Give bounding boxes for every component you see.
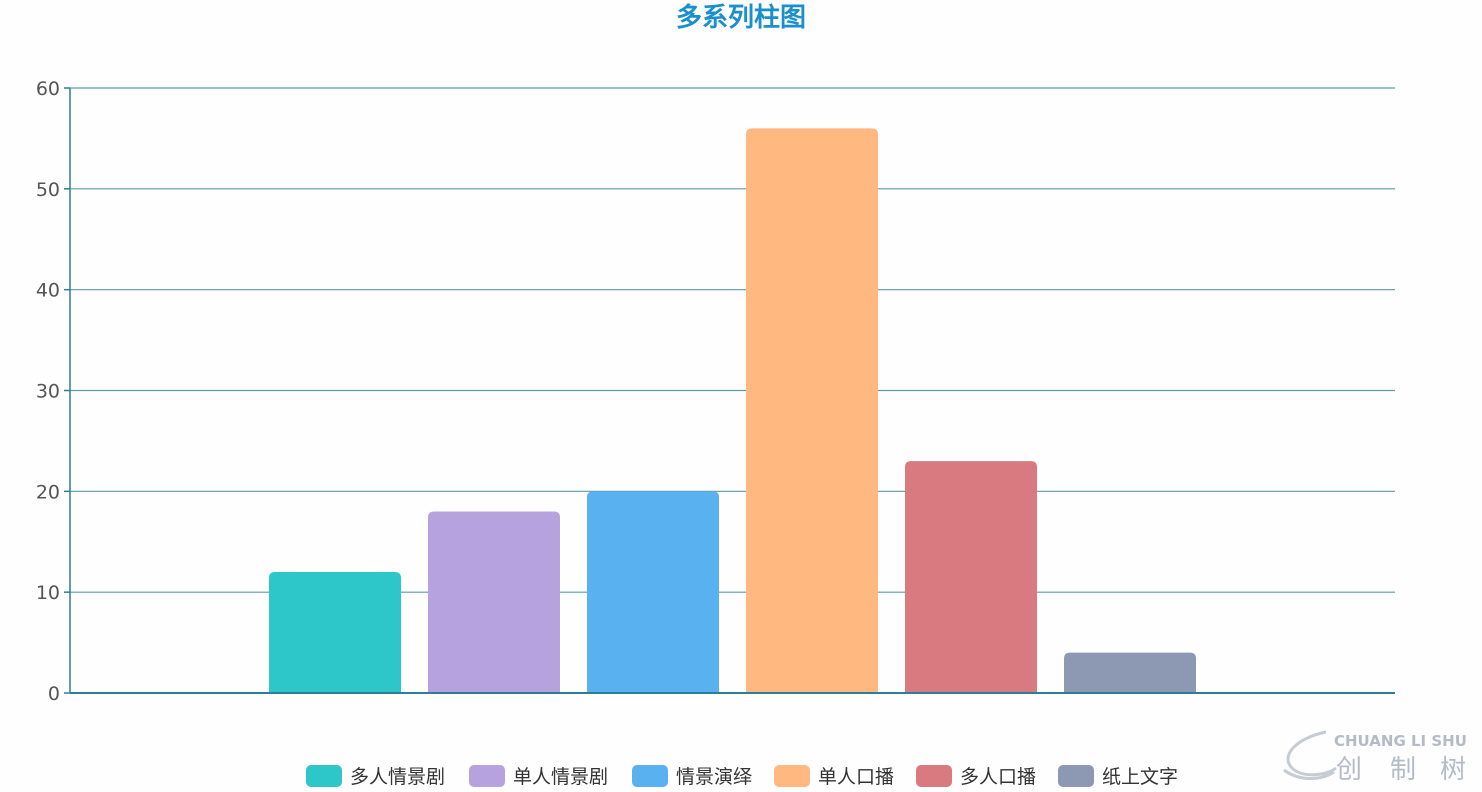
legend-swatch[interactable] (774, 765, 810, 787)
legend[interactable]: 多人情景剧 单人情景剧 情景演绎 单人口播 多人口播 纸上文字 (306, 765, 1178, 788)
legend-swatch[interactable] (632, 765, 668, 787)
y-tick-label: 40 (36, 280, 60, 302)
y-axis: 0 10 20 30 40 50 60 (36, 78, 71, 705)
watermark-pinyin: CHUANG LI SHU (1334, 732, 1467, 750)
legend-swatch[interactable] (1058, 765, 1094, 787)
watermark-char-1: 创 (1336, 755, 1362, 785)
y-tick-label: 50 (36, 179, 60, 201)
legend-label[interactable]: 纸上文字 (1102, 766, 1178, 788)
y-tick-label: 0 (48, 683, 60, 705)
legend-swatch[interactable] (916, 765, 952, 787)
bar[interactable] (1064, 652, 1196, 693)
legend-label[interactable]: 单人情景剧 (513, 766, 608, 788)
watermark-char-3: 树 (1440, 755, 1466, 785)
grid (70, 87, 1395, 694)
bar[interactable] (905, 461, 1037, 693)
y-tick-label: 10 (36, 582, 60, 604)
watermark-swirl-icon (1283, 730, 1337, 780)
legend-label[interactable]: 多人口播 (960, 766, 1036, 788)
y-tick-label: 60 (36, 78, 60, 100)
watermark-logo: CHUANG LI SHU 创 制 树 (1283, 730, 1467, 785)
bar[interactable] (269, 572, 401, 693)
bar[interactable] (428, 511, 560, 694)
legend-swatch[interactable] (469, 765, 505, 787)
legend-label[interactable]: 情景演绎 (676, 766, 752, 788)
bars (269, 128, 1196, 694)
y-tick-label: 20 (36, 481, 60, 503)
bar[interactable] (587, 491, 719, 693)
legend-label[interactable]: 多人情景剧 (350, 766, 445, 788)
legend-label[interactable]: 单人口播 (818, 766, 894, 788)
chart-title: 多系列柱图 (676, 3, 806, 33)
bar[interactable] (746, 128, 878, 694)
legend-swatch[interactable] (306, 765, 342, 787)
watermark-char-2: 制 (1390, 755, 1416, 785)
y-tick-label: 30 (36, 381, 60, 403)
